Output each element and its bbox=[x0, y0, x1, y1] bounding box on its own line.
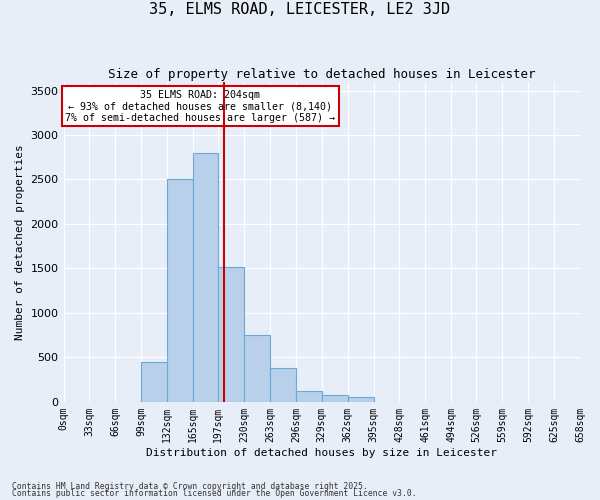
Text: Contains HM Land Registry data © Crown copyright and database right 2025.: Contains HM Land Registry data © Crown c… bbox=[12, 482, 368, 491]
Bar bbox=[296, 391, 322, 402]
Bar bbox=[167, 180, 193, 402]
Bar bbox=[347, 398, 374, 402]
Bar bbox=[244, 335, 270, 402]
Bar bbox=[322, 394, 347, 402]
X-axis label: Distribution of detached houses by size in Leicester: Distribution of detached houses by size … bbox=[146, 448, 497, 458]
Y-axis label: Number of detached properties: Number of detached properties bbox=[15, 144, 25, 340]
Bar bbox=[141, 362, 167, 402]
Title: Size of property relative to detached houses in Leicester: Size of property relative to detached ho… bbox=[108, 68, 536, 80]
Bar bbox=[193, 153, 218, 402]
Text: 35 ELMS ROAD: 204sqm
← 93% of detached houses are smaller (8,140)
7% of semi-det: 35 ELMS ROAD: 204sqm ← 93% of detached h… bbox=[65, 90, 335, 123]
Bar bbox=[218, 266, 244, 402]
Text: 35, ELMS ROAD, LEICESTER, LE2 3JD: 35, ELMS ROAD, LEICESTER, LE2 3JD bbox=[149, 2, 451, 18]
Text: Contains public sector information licensed under the Open Government Licence v3: Contains public sector information licen… bbox=[12, 490, 416, 498]
Bar bbox=[270, 368, 296, 402]
